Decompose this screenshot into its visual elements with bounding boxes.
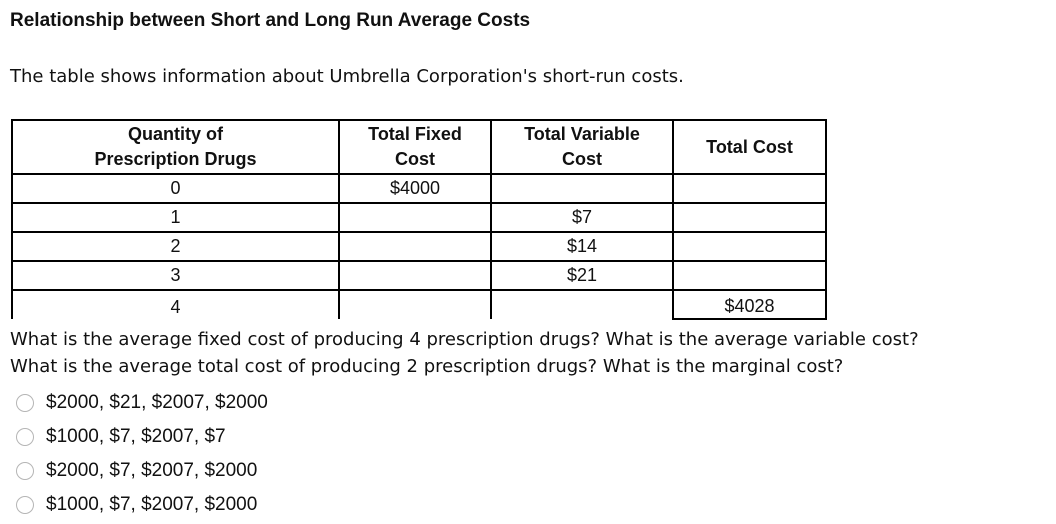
header-total-cost-line1: Total Cost	[706, 136, 793, 157]
table-row: 3 $21	[11, 260, 827, 291]
cell-total-variable-cost: $14	[490, 231, 674, 262]
radio-button[interactable]	[16, 496, 34, 514]
answer-option-label: $2000, $7, $2007, $2000	[46, 460, 258, 481]
question-line-1: What is the average fixed cost of produc…	[10, 329, 919, 350]
cell-total-variable-cost	[490, 289, 674, 319]
cell-total-fixed-cost	[338, 231, 492, 262]
answer-option[interactable]: $1000, $7, $2007, $2000	[16, 488, 268, 522]
cell-total-cost	[672, 202, 827, 233]
header-quantity: Quantity of Prescription Drugs	[11, 119, 340, 175]
cell-quantity: 3	[11, 260, 340, 291]
table-row: 1 $7	[11, 202, 827, 233]
radio-button[interactable]	[16, 428, 34, 446]
question-text: What is the average fixed cost of produc…	[10, 326, 919, 380]
cell-total-cost	[672, 173, 827, 204]
answer-option-label: $1000, $7, $2007, $2000	[46, 494, 258, 515]
answer-option[interactable]: $2000, $21, $2007, $2000	[16, 386, 268, 420]
header-total-variable-cost-line1: Total Variable	[524, 124, 640, 144]
cell-total-cost: $4028	[672, 289, 827, 320]
table-row: 4 $4028	[11, 289, 827, 320]
cell-quantity: 0	[11, 173, 340, 204]
header-total-variable-cost-line2: Cost	[562, 149, 602, 169]
cell-total-variable-cost: $7	[490, 202, 674, 233]
question-line-2: What is the average total cost of produc…	[10, 356, 844, 377]
header-total-cost: Total Cost	[672, 119, 827, 175]
answer-option[interactable]: $1000, $7, $2007, $7	[16, 420, 268, 454]
cell-total-fixed-cost	[338, 289, 492, 319]
cell-total-fixed-cost	[338, 260, 492, 291]
cell-quantity: 2	[11, 231, 340, 262]
radio-button[interactable]	[16, 394, 34, 412]
answer-options: $2000, $21, $2007, $2000 $1000, $7, $200…	[16, 386, 268, 522]
table-row: 0 $4000	[11, 173, 827, 204]
answer-option-label: $1000, $7, $2007, $7	[46, 426, 226, 447]
intro-text: The table shows information about Umbrel…	[10, 66, 684, 87]
cell-total-cost	[672, 260, 827, 291]
header-total-fixed-cost: Total Fixed Cost	[338, 119, 492, 175]
radio-button[interactable]	[16, 462, 34, 480]
cell-total-cost	[672, 231, 827, 262]
answer-option[interactable]: $2000, $7, $2007, $2000	[16, 454, 268, 488]
header-total-fixed-cost-line2: Cost	[395, 149, 435, 169]
table-row: 2 $14	[11, 231, 827, 262]
cell-quantity: 1	[11, 202, 340, 233]
header-total-variable-cost: Total Variable Cost	[490, 119, 674, 175]
page-title: Relationship between Short and Long Run …	[10, 10, 531, 31]
header-quantity-line1: Quantity of	[128, 124, 223, 144]
cell-total-fixed-cost: $4000	[338, 173, 492, 204]
cell-total-fixed-cost	[338, 202, 492, 233]
answer-option-label: $2000, $21, $2007, $2000	[46, 392, 268, 413]
cost-table: Quantity of Prescription Drugs Total Fix…	[11, 119, 827, 320]
cell-total-variable-cost: $21	[490, 260, 674, 291]
header-total-fixed-cost-line1: Total Fixed	[368, 124, 462, 144]
cell-total-variable-cost	[490, 173, 674, 204]
header-quantity-line2: Prescription Drugs	[94, 149, 257, 169]
cell-quantity: 4	[11, 289, 340, 319]
table-header-row: Quantity of Prescription Drugs Total Fix…	[11, 119, 827, 175]
